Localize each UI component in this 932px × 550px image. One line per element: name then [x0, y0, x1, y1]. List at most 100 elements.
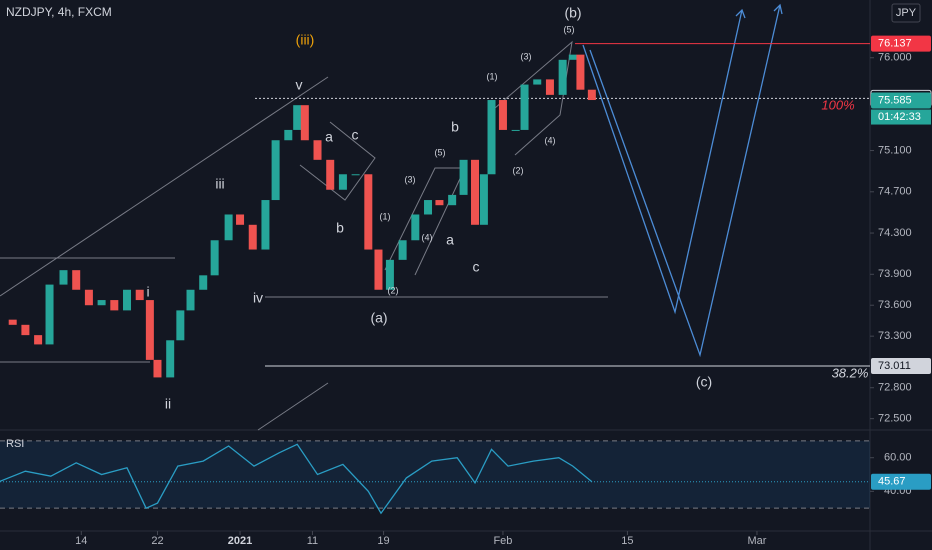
candle: [271, 140, 280, 201]
wave-label: (5): [564, 24, 575, 34]
candle: [545, 79, 554, 95]
x-tick-label: 22: [151, 535, 163, 547]
wave-label: iii: [215, 176, 224, 192]
candle: [338, 174, 347, 190]
candle: [435, 200, 444, 206]
candle: [326, 159, 335, 190]
wave-label: a: [325, 129, 333, 145]
wave-label: c: [352, 127, 359, 143]
candle: [313, 140, 322, 160]
candle: [248, 224, 257, 250]
rsi-title: RSI: [6, 438, 24, 450]
candle: [576, 54, 585, 90]
candle: [45, 284, 54, 345]
wave-label: (iii): [296, 32, 315, 48]
candle: [34, 335, 43, 345]
y-tick-label: 73.600: [878, 299, 912, 311]
candle: [176, 310, 185, 341]
wave-label: a: [446, 232, 454, 248]
candle: [8, 319, 17, 325]
candle: [123, 289, 132, 311]
x-tick-label: 15: [621, 535, 633, 547]
price-tag-label: 76.137: [878, 38, 912, 50]
wave-label: (c): [696, 374, 712, 390]
wave-label: b: [451, 119, 459, 135]
wave-label: (3): [405, 174, 416, 184]
wave-label: (3): [521, 51, 532, 61]
candle: [448, 194, 457, 206]
x-tick-label: 14: [75, 535, 87, 547]
candle: [293, 105, 302, 130]
y-tick-label: 73.300: [878, 330, 912, 342]
candle: [487, 100, 496, 175]
wave-label: v: [296, 77, 303, 93]
trend-line: [257, 382, 329, 431]
y-tick-label: 76.000: [878, 52, 912, 64]
currency: JPY: [896, 7, 917, 19]
candle: [199, 275, 208, 290]
arrow-head: [735, 8, 746, 19]
wave-label: i: [146, 284, 149, 300]
candle: [533, 79, 542, 85]
rsi-band-fill: [0, 440, 870, 509]
wave-label: (a): [370, 310, 387, 326]
x-tick-label: Mar: [747, 535, 766, 547]
candle: [398, 240, 407, 260]
arrow-head: [773, 3, 783, 15]
projection-path: [589, 4, 781, 358]
wave-label: (4): [545, 135, 556, 145]
candle: [153, 359, 162, 378]
candle: [21, 324, 30, 336]
countdown: 01:42:33: [878, 111, 921, 123]
rsi-line: [0, 443, 593, 515]
x-tick-label: Feb: [493, 535, 512, 547]
projection-path: [582, 9, 743, 315]
fib-label: 100%: [821, 97, 854, 112]
y-tick-label: 74.300: [878, 227, 912, 239]
wave-label: (5): [435, 147, 446, 157]
candle: [284, 129, 293, 141]
x-tick-label: 19: [377, 535, 389, 547]
y-tick-label: 75.100: [878, 144, 912, 156]
candle: [364, 174, 373, 250]
candle: [300, 105, 309, 141]
candle: [498, 100, 507, 130]
wave-label: c: [473, 259, 480, 275]
wave-label: (4): [422, 232, 433, 242]
candle: [84, 289, 93, 306]
candle: [224, 214, 233, 241]
candle: [110, 300, 119, 311]
candle: [511, 129, 520, 131]
candle: [424, 200, 433, 215]
x-tick-label: 11: [307, 535, 318, 547]
candle: [558, 59, 567, 95]
candle: [97, 300, 106, 306]
candle: [210, 240, 219, 276]
candle: [166, 340, 175, 378]
rsi-tag-label: 45.67: [878, 476, 906, 488]
wave-label: (2): [388, 285, 399, 295]
y-tick-label: 72.500: [878, 413, 912, 425]
candle: [471, 159, 480, 225]
candle: [186, 289, 195, 311]
price-tag: [871, 92, 931, 109]
candle: [261, 200, 270, 250]
candle: [411, 214, 420, 241]
wave-label: (1): [487, 71, 498, 81]
wave-label: ii: [165, 396, 171, 412]
countdown-tag: [871, 109, 931, 125]
x-tick-label: 2021: [228, 535, 252, 547]
rsi-tick-label: 60.00: [884, 452, 912, 464]
wave-label: (2): [513, 165, 524, 175]
candle: [59, 270, 68, 285]
candle: [568, 54, 577, 60]
candle: [587, 89, 596, 101]
currency-badge: [891, 3, 921, 23]
candle: [236, 214, 245, 225]
channel: [299, 121, 376, 201]
price-tag: [871, 35, 931, 52]
projection: [582, 3, 783, 358]
candle: [145, 300, 154, 360]
price-tag: [871, 357, 931, 374]
